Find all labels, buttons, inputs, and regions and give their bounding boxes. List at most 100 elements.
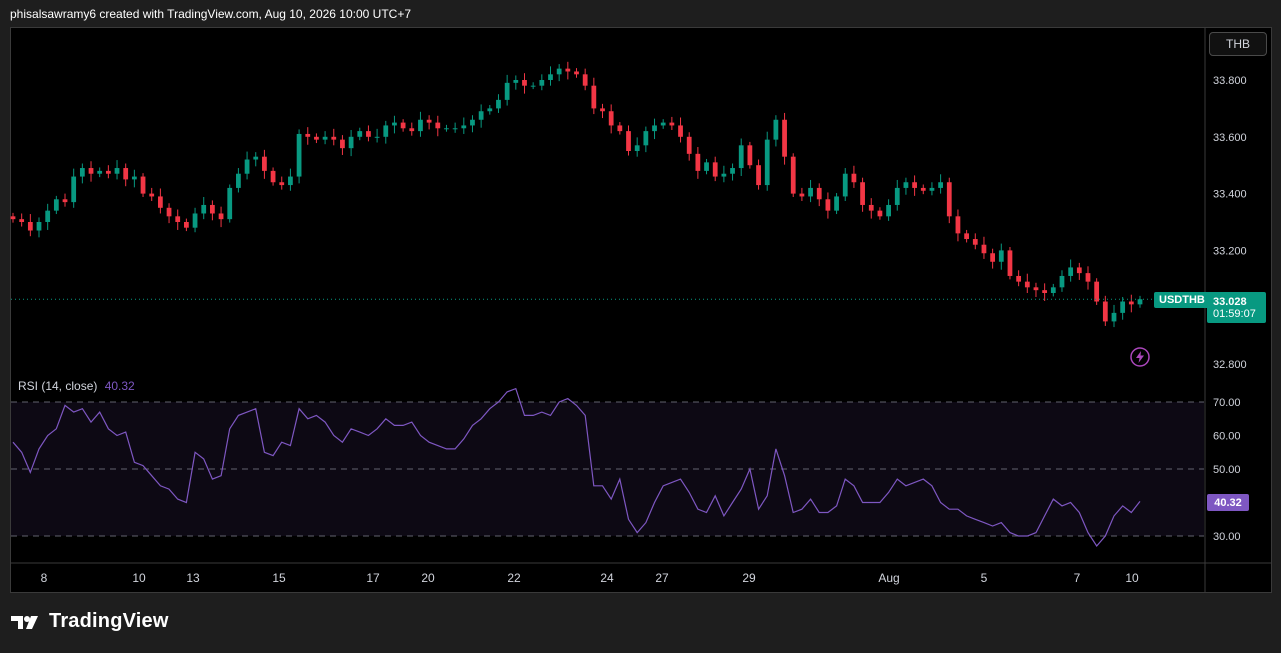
candle-body bbox=[920, 187, 926, 191]
candle-body bbox=[175, 216, 181, 222]
candle-body bbox=[591, 85, 597, 109]
candle-body bbox=[565, 68, 571, 72]
price-tick-label: 33.200 bbox=[1213, 245, 1247, 257]
candle-body bbox=[348, 136, 354, 149]
candle-body bbox=[582, 74, 588, 86]
candle-body bbox=[496, 99, 501, 109]
candle-body bbox=[1059, 275, 1065, 288]
candle-body bbox=[548, 74, 553, 80]
candle-body bbox=[36, 222, 42, 231]
last-price-tag: 33.028 01:59:07 bbox=[1207, 292, 1266, 323]
candle-body bbox=[149, 193, 155, 197]
candle-body bbox=[617, 125, 623, 132]
candle-body bbox=[782, 119, 787, 157]
chart-caption: phisalsawramy6 created with TradingView.… bbox=[10, 7, 412, 21]
candle-body bbox=[340, 139, 345, 149]
time-axis-label: 10 bbox=[132, 571, 146, 585]
rsi-tick-label: 30.00 bbox=[1213, 531, 1241, 543]
candle-body bbox=[938, 182, 943, 188]
candle-body bbox=[825, 199, 831, 211]
candle-body bbox=[357, 131, 363, 137]
candle-body bbox=[816, 187, 822, 200]
candle-body bbox=[105, 170, 111, 174]
candle-body bbox=[79, 168, 85, 177]
candle-body bbox=[201, 204, 207, 214]
candle-body bbox=[322, 136, 328, 140]
rsi-legend-value: 40.32 bbox=[104, 379, 135, 393]
candle-body bbox=[1042, 290, 1048, 293]
candle-body bbox=[461, 125, 467, 129]
candle-body bbox=[756, 165, 761, 186]
candle-body bbox=[140, 176, 146, 194]
candle-body bbox=[868, 204, 874, 211]
time-axis-label: 24 bbox=[600, 571, 614, 585]
candle-body bbox=[262, 156, 267, 171]
tradingview-logo[interactable]: TradingView bbox=[11, 610, 169, 633]
candle-body bbox=[773, 119, 779, 140]
candle-body bbox=[10, 216, 16, 220]
bar-countdown: 01:59:07 bbox=[1213, 307, 1256, 320]
time-axis-label: 8 bbox=[41, 571, 48, 585]
candle-body bbox=[435, 122, 441, 129]
candle-body bbox=[71, 176, 77, 203]
candle-body bbox=[62, 199, 68, 203]
candle-body bbox=[634, 145, 640, 151]
candle-body bbox=[504, 82, 510, 100]
candle-body bbox=[1016, 275, 1022, 282]
candle-body bbox=[964, 233, 969, 240]
candle-body bbox=[513, 80, 519, 83]
candle-body bbox=[1033, 287, 1039, 291]
time-axis-label: 13 bbox=[186, 571, 200, 585]
candle-body bbox=[279, 182, 285, 186]
candle-body bbox=[686, 136, 692, 154]
last-price-value: 33.028 bbox=[1213, 295, 1247, 308]
candle-body bbox=[383, 125, 389, 137]
candle-body bbox=[851, 173, 857, 183]
candle-body bbox=[903, 182, 909, 188]
candle-body bbox=[738, 145, 744, 169]
time-axis-label: 27 bbox=[655, 571, 669, 585]
candle-body bbox=[1085, 273, 1091, 282]
candle-body bbox=[19, 219, 25, 222]
candle-body bbox=[366, 131, 371, 137]
price-tick-label: 33.800 bbox=[1213, 75, 1247, 87]
candle-body bbox=[123, 168, 129, 180]
candle-body bbox=[236, 173, 241, 188]
candle-body bbox=[886, 204, 891, 217]
time-axis-label: 29 bbox=[742, 571, 756, 585]
candle-body bbox=[860, 182, 865, 205]
time-axis-label: 15 bbox=[272, 571, 286, 585]
price-tick-label: 32.800 bbox=[1213, 359, 1247, 371]
candle-body bbox=[556, 68, 562, 75]
candle-body bbox=[131, 176, 137, 180]
candle-body bbox=[990, 253, 996, 262]
candle-body bbox=[487, 108, 493, 112]
candle-body bbox=[270, 170, 276, 183]
candle-body bbox=[730, 168, 735, 174]
candle-body bbox=[296, 133, 302, 177]
candle-body bbox=[643, 131, 649, 146]
candle-body bbox=[764, 139, 770, 186]
candle-body bbox=[1128, 301, 1134, 305]
candle-body bbox=[157, 196, 163, 208]
candle-body bbox=[244, 159, 250, 174]
candle-body bbox=[955, 216, 961, 234]
rsi-legend: RSI (14, close) 40.32 bbox=[18, 379, 135, 393]
candle-body bbox=[721, 173, 727, 177]
candle-body bbox=[1137, 299, 1143, 305]
candle-body bbox=[946, 182, 952, 217]
rsi-line bbox=[12, 387, 1141, 547]
candle-body bbox=[522, 80, 527, 86]
candle-body bbox=[799, 193, 805, 197]
candle-body bbox=[444, 128, 449, 130]
candle-body bbox=[253, 156, 259, 160]
rsi-value-tag: 40.32 bbox=[1207, 494, 1249, 511]
currency-button[interactable]: THB bbox=[1209, 32, 1267, 56]
candle-body bbox=[652, 125, 657, 132]
candle-body bbox=[972, 239, 978, 245]
candle-body bbox=[834, 196, 839, 211]
candle-body bbox=[808, 187, 813, 197]
lightning-icon[interactable] bbox=[1130, 347, 1150, 367]
chart-frame[interactable] bbox=[10, 27, 1272, 593]
